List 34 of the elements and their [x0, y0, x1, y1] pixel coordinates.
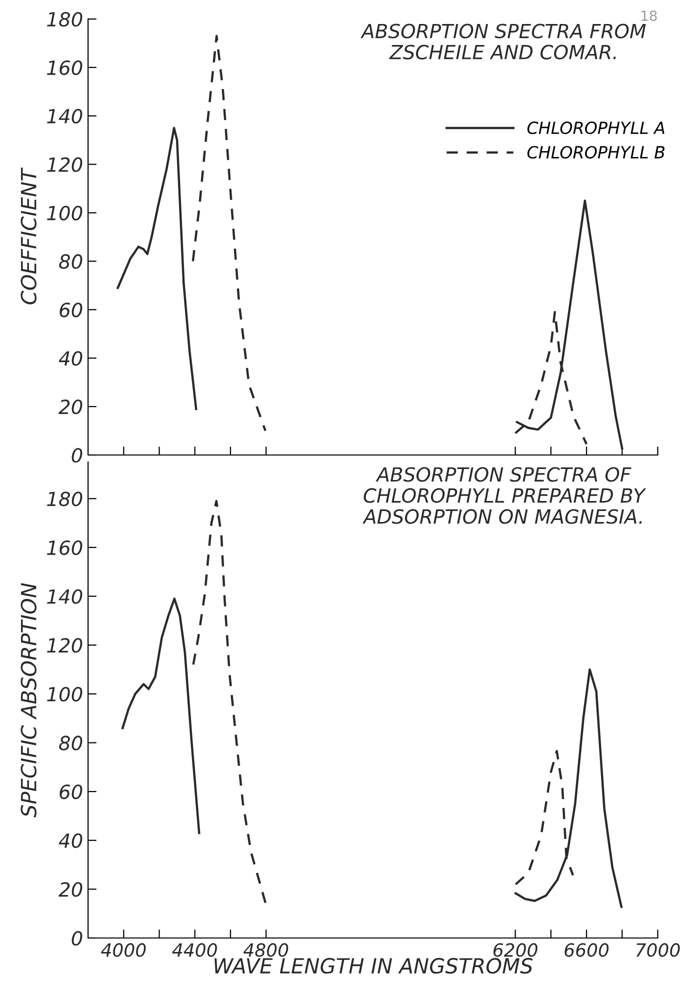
- y-tick-label: 140: [47, 108, 82, 124]
- y-tick-label: 100: [47, 686, 82, 702]
- x-tick-label: 4000: [101, 943, 146, 957]
- y-tick-label: 0: [72, 930, 82, 946]
- text: ABSORPTION SPECTRA OF CHLOROPHYLL PREPARED BY ADSORPTION ON MAGNESIA.: [362, 467, 646, 524]
- y-tick-label: 0: [72, 448, 82, 463]
- legend-label: CHLOROPHYLL A: [527, 121, 664, 134]
- y-tick-label: 160: [47, 540, 82, 556]
- x-tick-label: 4800: [243, 943, 288, 957]
- y-tick-label: 160: [47, 60, 82, 76]
- y-tick-label: 120: [47, 638, 82, 653]
- y-axis-title: SPECIFIC ABSORPTION: [20, 583, 36, 818]
- y-tick-label: 40: [58, 833, 82, 848]
- y-tick-label: 80: [59, 736, 82, 750]
- y-tick-label: 180: [47, 492, 82, 506]
- y-tick-label: 60: [60, 302, 82, 318]
- legend-label: CHLOROPHYLL B: [527, 146, 664, 159]
- y-tick-label: 20: [58, 400, 82, 414]
- y-axis-title: COEFFICIENT: [20, 167, 36, 304]
- y-tick-label: 60: [60, 784, 82, 800]
- annotation: 18: [642, 10, 657, 22]
- y-tick-label: 100: [47, 206, 82, 220]
- x-axis-title: WAVE LENGTH IN ANGSTROMS: [214, 958, 533, 974]
- x-tick-label: 4400: [172, 943, 217, 957]
- y-tick-label: 80: [59, 254, 82, 269]
- text: ABSORPTION SPECTRA FROM ZSCHEILE AND COMAR.: [360, 24, 646, 60]
- y-tick-label: 180: [47, 12, 82, 27]
- x-tick-label: 6200: [493, 943, 538, 957]
- y-tick-label: 40: [58, 351, 82, 366]
- x-tick-label: 7000: [636, 943, 680, 957]
- x-tick-label: 6600: [564, 943, 609, 957]
- y-tick-label: 120: [47, 157, 82, 172]
- y-tick-label: 20: [58, 882, 82, 897]
- y-tick-label: 140: [47, 589, 82, 604]
